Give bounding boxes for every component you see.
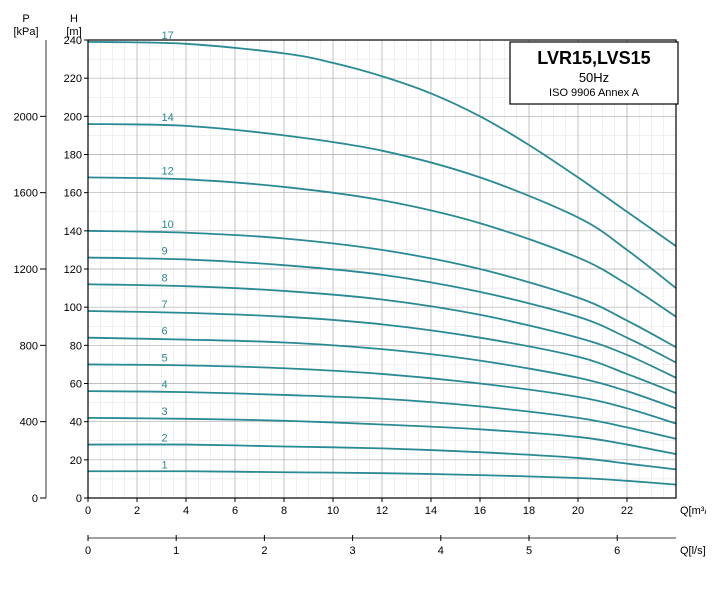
y-tick-120: 120 [64, 264, 82, 276]
y-tick-20: 20 [70, 455, 82, 467]
curve-label-6: 6 [162, 326, 168, 338]
x-tick-6: 6 [232, 505, 238, 517]
y-tick-80: 80 [70, 340, 82, 352]
y-tick-140: 140 [64, 226, 82, 238]
y2-unit-kpa: [kPa] [13, 26, 38, 38]
curve-label-12: 12 [162, 165, 174, 177]
y-label-h: H [70, 13, 78, 25]
curve-label-5: 5 [162, 352, 168, 364]
y2-label-p: P [22, 13, 29, 25]
title-line2: 50Hz [579, 70, 609, 85]
y-tick-60: 60 [70, 379, 82, 391]
y-tick-160: 160 [64, 188, 82, 200]
curve-label-3: 3 [162, 406, 168, 418]
title-line3: ISO 9906 Annex A [549, 87, 640, 99]
y-tick-0: 0 [76, 493, 82, 505]
x-tick-10: 10 [327, 505, 339, 517]
x-tick-18: 18 [523, 505, 535, 517]
y2-tick-1600: 1600 [14, 188, 38, 200]
curve-label-8: 8 [162, 272, 168, 284]
curve-label-14: 14 [162, 112, 174, 124]
chart-svg: 1234567891012141702040608010012014016018… [10, 10, 706, 579]
curve-label-2: 2 [162, 433, 168, 445]
y2-tick-0: 0 [32, 493, 38, 505]
x-tick-4: 4 [183, 505, 189, 517]
curve-label-1: 1 [162, 459, 168, 471]
y-tick-200: 200 [64, 111, 82, 123]
y2-tick-2000: 2000 [14, 111, 38, 123]
y-unit-m: [m] [66, 26, 81, 38]
x2-tick-1: 1 [173, 545, 179, 557]
x2-tick-6: 6 [614, 545, 620, 557]
x-tick-22: 22 [621, 505, 633, 517]
y-tick-180: 180 [64, 150, 82, 162]
x-tick-8: 8 [281, 505, 287, 517]
x2-tick-4: 4 [438, 545, 444, 557]
x2-tick-0: 0 [85, 545, 91, 557]
x-tick-14: 14 [425, 505, 437, 517]
y2-tick-800: 800 [20, 340, 38, 352]
title-line1: LVR15,LVS15 [537, 48, 650, 68]
curve-label-4: 4 [162, 379, 168, 391]
x-tick-16: 16 [474, 505, 486, 517]
x-tick-0: 0 [85, 505, 91, 517]
x2-tick-3: 3 [350, 545, 356, 557]
x2-label-ls: Q[l/s] [680, 545, 706, 557]
x2-tick-2: 2 [261, 545, 267, 557]
x-tick-20: 20 [572, 505, 584, 517]
x2-tick-5: 5 [526, 545, 532, 557]
y2-tick-1200: 1200 [14, 264, 38, 276]
curve-label-7: 7 [162, 299, 168, 311]
x-label-m3h: Q[m³/h] [680, 505, 706, 517]
y-tick-220: 220 [64, 73, 82, 85]
pump-curve-chart: 1234567891012141702040608010012014016018… [10, 10, 706, 579]
y-tick-100: 100 [64, 302, 82, 314]
x-tick-2: 2 [134, 505, 140, 517]
y2-tick-400: 400 [20, 417, 38, 429]
y-tick-40: 40 [70, 417, 82, 429]
x-tick-12: 12 [376, 505, 388, 517]
curve-label-9: 9 [162, 246, 168, 258]
curve-label-10: 10 [162, 219, 174, 231]
